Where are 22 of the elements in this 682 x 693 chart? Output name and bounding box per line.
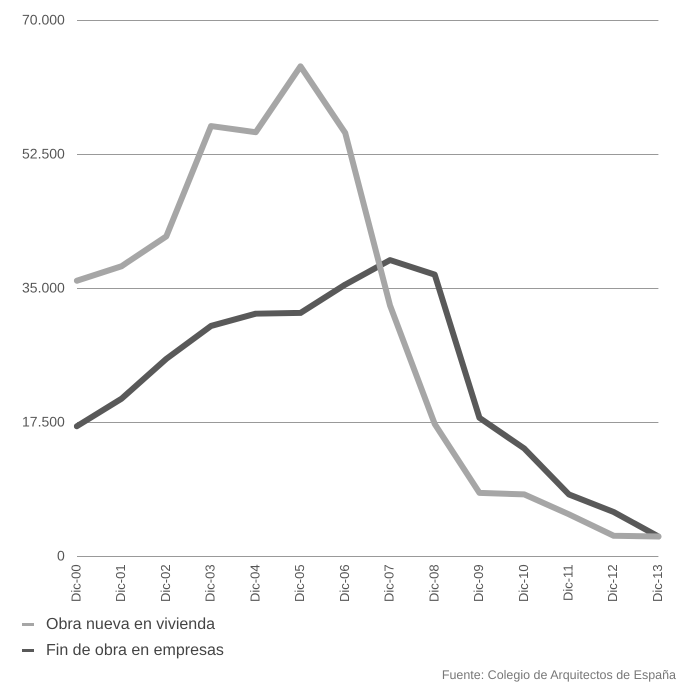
x-tick-label: Dic-06 bbox=[336, 564, 352, 602]
x-tick-label: Dic-09 bbox=[471, 564, 486, 602]
y-tick-label: 52.500 bbox=[22, 145, 66, 162]
y-tick-label: 35.000 bbox=[22, 279, 66, 296]
x-tick-label: Dic-02 bbox=[158, 564, 173, 602]
x-tick-label: Dic-05 bbox=[292, 564, 308, 602]
y-tick-label: 70.000 bbox=[22, 11, 66, 28]
y-tick-label: 17.500 bbox=[22, 413, 66, 430]
x-tick-label: Dic-10 bbox=[516, 564, 531, 602]
x-tick-label: Dic-01 bbox=[113, 564, 128, 602]
x-tick-label: Dic-13 bbox=[650, 564, 665, 602]
x-tick-label: Dic-07 bbox=[382, 564, 397, 602]
x-tick-label: Dic-08 bbox=[426, 564, 442, 602]
source-note: Fuente: Colegio de Arquitectos de España bbox=[442, 668, 676, 682]
legend-label: Obra nueva en vivienda bbox=[45, 615, 216, 635]
x-tick-label: Dic-04 bbox=[247, 564, 262, 602]
legend-label: Fin de obra en empresas bbox=[45, 641, 224, 661]
x-tick-label: Dic-11 bbox=[560, 564, 576, 602]
x-tick-label: Dic-03 bbox=[202, 564, 218, 602]
y-tick-label: 0 bbox=[57, 547, 66, 564]
x-tick-label: Dic-00 bbox=[68, 564, 84, 602]
x-tick-label: Dic-12 bbox=[605, 564, 620, 602]
